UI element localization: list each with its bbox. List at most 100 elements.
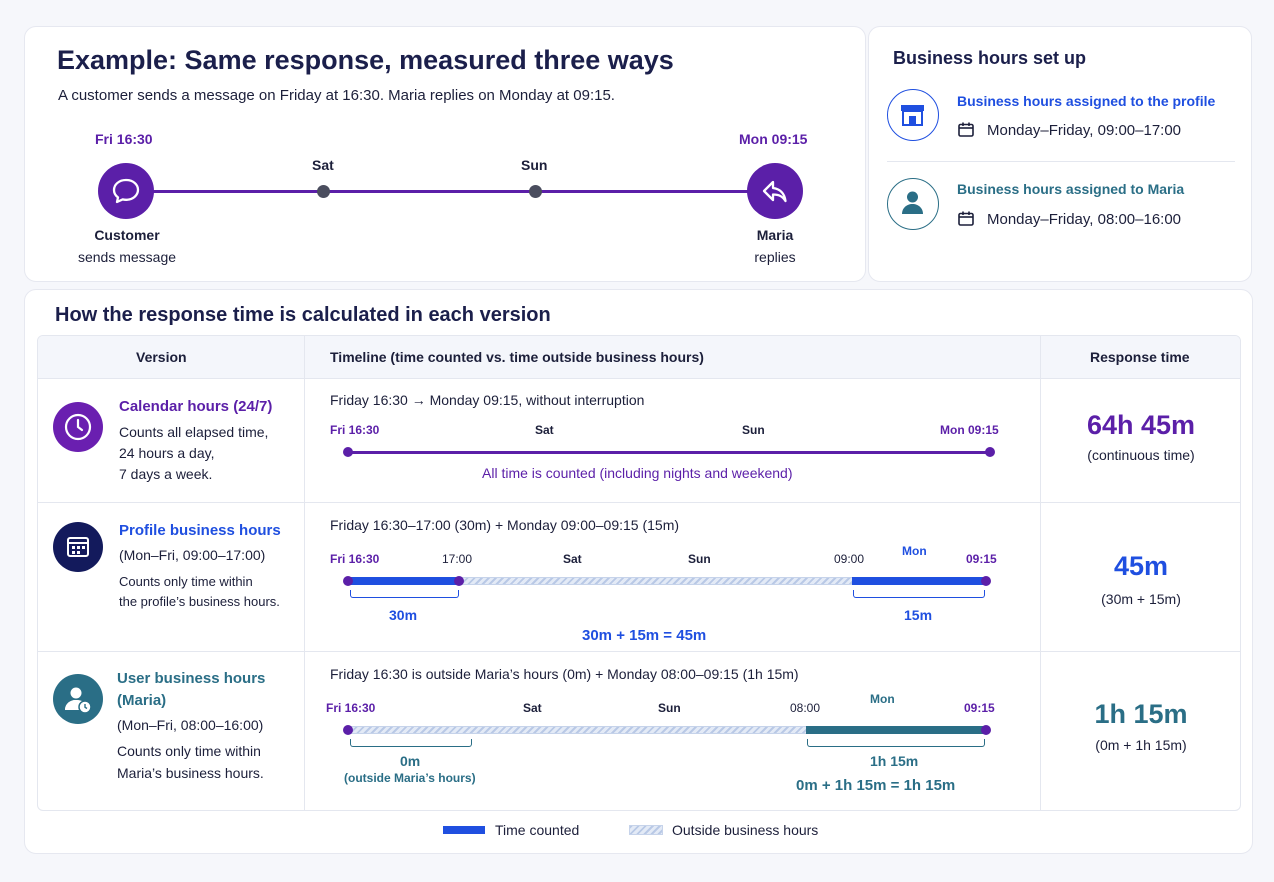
row-divider (38, 651, 1240, 652)
row3-counted-bar (806, 726, 986, 734)
store-icon (887, 89, 939, 141)
legend-outside-swatch (629, 825, 663, 835)
legend-counted-label: Time counted (495, 822, 580, 838)
row2-start-label: Fri 16:30 (330, 552, 380, 566)
calendar-icon (958, 211, 974, 226)
business-hours-setup-card: Business hours set up Business hours ass… (868, 26, 1252, 282)
calendar-grid-icon (53, 522, 103, 572)
row3-sun-label: Sun (658, 701, 681, 715)
row1-desc1: Counts all elapsed time, (119, 424, 269, 440)
row3-start-dot (343, 725, 353, 735)
row2-summary: Friday 16:30–17:00 (30m) + Monday 09:00–… (330, 517, 680, 533)
row2-counted-bar-2 (852, 577, 986, 585)
profile-hours-title: Business hours assigned to the profile (957, 93, 1216, 109)
row3-start-label: Fri 16:30 (326, 701, 376, 715)
row1-response: 64h 45m (1086, 410, 1196, 440)
reply-icon (747, 163, 803, 219)
row2-bracket-2 (853, 590, 985, 598)
table-header-row (38, 336, 1240, 378)
column-divider (304, 336, 305, 810)
timeline-sun-label: Sun (521, 157, 548, 173)
row1-name: Calendar hours (24/7) (119, 398, 273, 415)
row1-end-label: Mon 09:15 (940, 423, 999, 437)
row2-start-dot (343, 576, 353, 586)
row2-bracket-1 (350, 590, 459, 598)
row2-sun-label: Sun (688, 552, 711, 566)
row2-1700-dot (454, 576, 464, 586)
maria-hours-title: Business hours assigned to Maria (957, 181, 1185, 197)
row3-0800-label: 08:00 (790, 701, 821, 715)
row1-start-dot (343, 447, 353, 457)
row2-response: 45m (1113, 551, 1169, 581)
row1-end-dot (985, 447, 995, 457)
profile-hours-value: Monday–Friday, 09:00–17:00 (987, 122, 1182, 139)
column-divider (1040, 336, 1041, 810)
row3-desc1: Counts only time within (117, 743, 261, 759)
page-subtitle: A customer sends a message on Friday at … (58, 87, 615, 104)
maria-subtitle: replies (754, 249, 796, 265)
header-response: Response time (1090, 349, 1190, 365)
row2-end-dot (981, 576, 991, 586)
maria-title: Maria (756, 227, 794, 243)
row1-response-sub: (continuous time) (1087, 447, 1195, 463)
timeline-end-label: Mon 09:15 (739, 131, 808, 147)
clock-icon (53, 402, 103, 452)
row3-hours: (Mon–Fri, 08:00–16:00) (117, 717, 264, 733)
row3-sat-label: Sat (523, 701, 542, 715)
user-clock-icon (53, 674, 103, 724)
example-card: Example: Same response, measured three w… (24, 26, 866, 282)
row3-seg1: 0m (400, 753, 421, 769)
timeline-sat-label: Sat (312, 157, 334, 173)
timeline-line (135, 190, 765, 193)
row3-seg2: 1h 15m (870, 753, 919, 769)
row2-desc1: Counts only time within (119, 574, 253, 589)
row3-name-line2: (Maria) (117, 692, 167, 709)
row3-end-dot (981, 725, 991, 735)
row1-desc2: 24 hours a day, (119, 445, 215, 461)
row2-0900-label: 09:00 (834, 552, 865, 566)
customer-title: Customer (94, 227, 160, 243)
row2-seg2: 15m (904, 607, 933, 623)
row2-counted-bar-1 (348, 577, 459, 585)
timeline-sat-dot (317, 185, 330, 198)
row1-sun-label: Sun (742, 423, 765, 437)
row1-start-label: Fri 16:30 (330, 423, 380, 437)
calculation-card: How the response time is calculated in e… (24, 289, 1253, 854)
row3-bracket-1 (350, 739, 472, 747)
row1-desc3: 7 days a week. (119, 466, 213, 482)
row2-1700-label: 17:00 (442, 552, 473, 566)
row3-desc2: Maria’s business hours. (117, 765, 264, 781)
chat-bubble-icon (98, 163, 154, 219)
row-divider (38, 502, 1240, 503)
user-icon (887, 178, 939, 230)
row2-name: Profile business hours (119, 522, 281, 539)
row3-response: 1h 15m (1094, 699, 1188, 729)
comparison-table: Version Timeline (time counted vs. time … (37, 335, 1241, 811)
row3-end-label: 09:15 (964, 701, 995, 715)
header-version: Version (136, 349, 187, 365)
row2-response-sub: (30m + 15m) (1101, 591, 1181, 607)
customer-subtitle: sends message (77, 249, 177, 265)
row2-seg1: 30m (389, 607, 418, 623)
legend-counted-swatch (443, 826, 485, 834)
row2-sum: 30m + 15m = 45m (582, 627, 707, 644)
row3-seg1-sub: (outside Maria’s hours) (344, 771, 476, 785)
row3-response-sub: (0m + 1h 15m) (1095, 737, 1187, 753)
row-divider (38, 378, 1240, 379)
setup-title: Business hours set up (893, 48, 1087, 68)
row3-sum: 0m + 1h 15m = 1h 15m (796, 777, 956, 794)
page-title: Example: Same response, measured three w… (57, 45, 674, 75)
row2-hours: (Mon–Fri, 09:00–17:00) (119, 547, 266, 563)
timeline-start-label: Fri 16:30 (95, 131, 153, 147)
row2-mon-label: Mon (902, 544, 927, 558)
row2-outside-bar (459, 577, 852, 585)
calendar-icon (958, 122, 974, 137)
row1-summary: Friday 16:30 → Monday 09:15, without int… (330, 392, 645, 408)
row2-end-label: 09:15 (966, 552, 997, 566)
row3-mon-label: Mon (870, 692, 895, 706)
row1-counted-bar (348, 451, 990, 454)
timeline-sun-dot (529, 185, 542, 198)
row3-summary: Friday 16:30 is outside Maria’s hours (0… (330, 666, 799, 682)
row3-bracket-2 (807, 739, 985, 747)
row3-name-line1: User business hours (117, 670, 266, 687)
